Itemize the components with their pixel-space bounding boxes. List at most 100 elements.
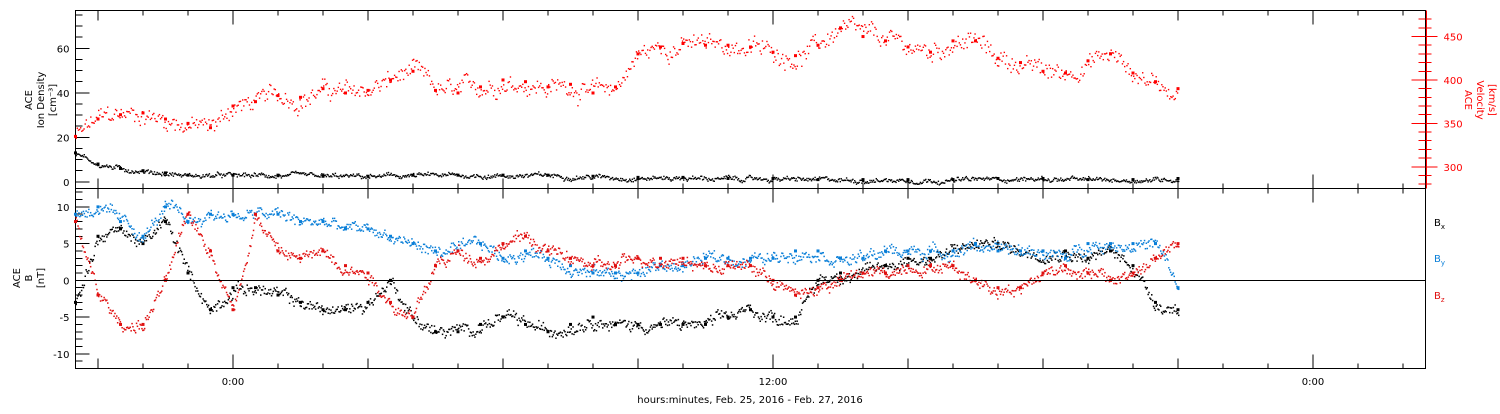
by-series-sample — [417, 248, 419, 250]
velocity-series-sample — [211, 124, 212, 125]
by-series-sample — [205, 220, 207, 222]
by-series-sample — [433, 252, 435, 254]
by-series-sample — [685, 261, 687, 263]
by-series-sample — [745, 265, 747, 267]
by-series-sample — [415, 243, 417, 245]
density-series-sample — [795, 180, 796, 181]
velocity-series-sample — [609, 94, 610, 95]
bx-series-sample — [904, 257, 906, 259]
bx-series-sample — [553, 334, 555, 336]
velocity-series-sample — [1060, 78, 1061, 79]
bx-series-sample — [1003, 241, 1005, 243]
velocity-series-sample — [584, 84, 585, 85]
by-series-sample — [607, 268, 609, 270]
velocity-series-sample — [990, 44, 991, 45]
by-series-sample — [118, 219, 120, 221]
by-series-sample — [208, 212, 210, 214]
density-series-sample — [905, 182, 906, 183]
by-series-sample — [203, 220, 205, 222]
velocity-series-point — [119, 113, 122, 116]
bx-series-sample — [450, 334, 452, 336]
velocity-series-sample — [717, 41, 718, 42]
by-series-sample — [998, 243, 1000, 245]
bx-series-sample — [255, 290, 257, 292]
density-series-sample — [482, 179, 483, 180]
density-series-sample — [922, 181, 923, 182]
bx-series-sample — [820, 274, 822, 276]
velocity-series-sample — [1150, 82, 1151, 83]
velocity-series-sample — [906, 54, 907, 55]
velocity-series-sample — [162, 115, 163, 116]
velocity-series-point — [727, 44, 730, 47]
bx-series-sample — [648, 331, 650, 333]
bx-series-sample — [488, 319, 490, 321]
velocity-series-sample — [366, 92, 367, 93]
density-series-sample — [1021, 178, 1022, 179]
velocity-series-sample — [923, 47, 924, 48]
velocity-series-sample — [826, 44, 827, 45]
by-series-sample — [475, 236, 477, 238]
velocity-series-sample — [303, 96, 304, 97]
bx-series-sample — [329, 313, 331, 315]
bx-series-sample — [231, 300, 233, 302]
density-series-sample — [668, 179, 669, 180]
density-series-sample — [390, 174, 391, 175]
density-series-sample — [340, 174, 341, 175]
velocity-series-sample — [493, 95, 494, 96]
bx-series-sample — [282, 290, 284, 292]
density-series-sample — [1022, 180, 1023, 181]
by-series-sample — [886, 252, 888, 254]
by-series-sample — [693, 256, 695, 258]
by-series-sample — [962, 247, 964, 249]
velocity-series-sample — [213, 120, 214, 121]
by-series-sample — [403, 236, 405, 238]
bx-series-sample — [517, 325, 519, 327]
bx-series-sample — [1027, 257, 1029, 259]
bx-series-sample — [93, 259, 95, 261]
velocity-series-sample — [262, 89, 263, 90]
density-series-sample — [490, 177, 491, 178]
bx-series-sample — [597, 325, 599, 327]
bx-series-sample — [125, 235, 127, 237]
density-series-sample — [738, 178, 739, 179]
bx-series-sample — [289, 303, 291, 305]
by-series-sample — [707, 255, 709, 257]
by-series-sample — [616, 273, 618, 275]
velocity-series-sample — [490, 84, 491, 85]
bx-series-sample — [364, 311, 366, 313]
velocity-series-sample — [1036, 66, 1037, 67]
by-series-sample — [961, 245, 963, 247]
velocity-series-sample — [409, 65, 410, 66]
by-series-sample — [1095, 242, 1097, 244]
density-series-sample — [961, 179, 962, 180]
density-series-sample — [508, 175, 509, 176]
by-series-sample — [288, 214, 290, 216]
density-series-sample — [496, 174, 497, 175]
by-series-sample — [382, 234, 384, 236]
velocity-series-sample — [1048, 77, 1049, 78]
bx-series-sample — [94, 246, 96, 248]
velocity-series-sample — [539, 85, 540, 86]
density-series-sample — [418, 172, 419, 173]
by-series-sample — [216, 218, 218, 220]
density-series-sample — [1095, 178, 1096, 179]
bx-series-sample — [163, 219, 165, 221]
density-series-sample — [490, 176, 491, 177]
velocity-series-sample — [721, 47, 722, 48]
bx-series-sample — [485, 322, 487, 324]
velocity-series-sample — [627, 76, 628, 77]
bx-series-sample — [679, 325, 681, 327]
velocity-series-sample — [420, 69, 421, 70]
by-series-sample — [176, 206, 178, 208]
velocity-series-point — [367, 89, 370, 92]
velocity-series-sample — [604, 91, 605, 92]
bx-series-sample — [334, 312, 336, 314]
by-series-sample — [550, 267, 552, 269]
velocity-series-sample — [940, 57, 941, 58]
by-series-sample — [715, 258, 717, 260]
bx-series-sample — [1082, 261, 1084, 263]
bx-series-sample — [920, 262, 922, 264]
velocity-series-sample — [357, 92, 358, 93]
by-series-sample — [638, 273, 640, 275]
